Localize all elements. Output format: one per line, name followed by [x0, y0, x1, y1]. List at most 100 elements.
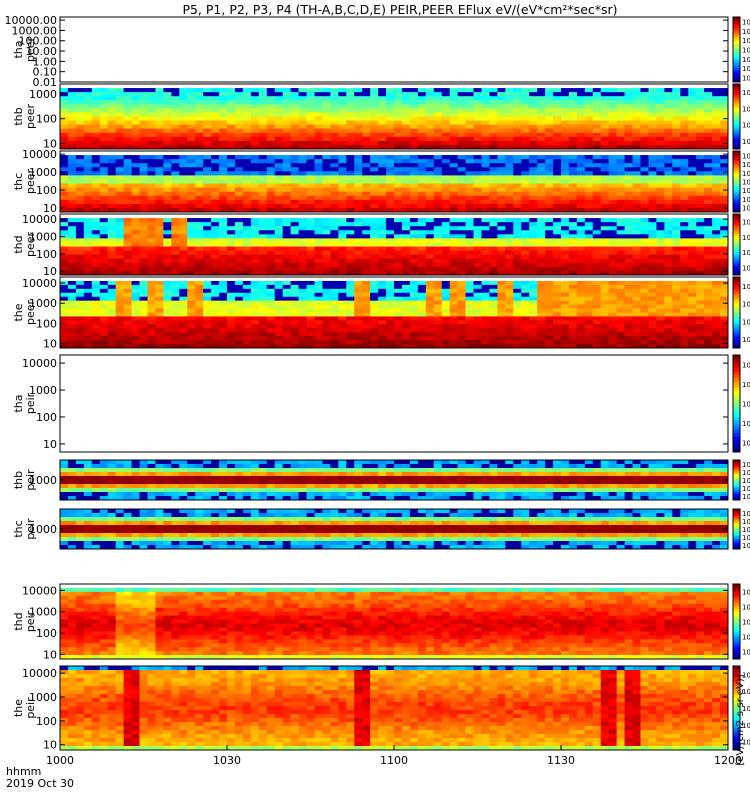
heatmap-cell	[529, 104, 538, 109]
heatmap-cell	[561, 140, 570, 146]
heatmap-cell	[187, 324, 196, 329]
heatmap-cell	[616, 222, 626, 227]
heatmap-cell	[203, 120, 212, 126]
heatmap-cell	[83, 203, 93, 209]
heatmap-cell	[147, 187, 156, 193]
heatmap-cell	[473, 296, 482, 302]
heatmap-cell	[600, 132, 610, 138]
heatmap-cell	[163, 230, 172, 235]
heatmap-cell	[91, 312, 101, 317]
heatmap-cell	[91, 203, 101, 209]
heatmap-cell	[211, 304, 220, 309]
heatmap-cell	[258, 195, 268, 201]
heatmap-cell	[330, 258, 339, 264]
heatmap-cell	[632, 195, 641, 201]
heatmap-cell	[545, 88, 554, 93]
heatmap-cell	[600, 124, 610, 130]
heatmap-cell	[648, 266, 657, 272]
heatmap-cell	[290, 104, 299, 109]
heatmap-cell	[537, 250, 546, 256]
heatmap-cell	[195, 222, 204, 227]
heatmap-cell	[354, 258, 363, 264]
heatmap-cell	[131, 262, 140, 268]
heatmap-cell	[139, 324, 148, 329]
heatmap-cell	[712, 222, 721, 227]
heatmap-cell	[394, 112, 403, 117]
heatmap-cell	[417, 159, 427, 164]
heatmap-cell	[219, 270, 228, 276]
heatmap-cell	[561, 324, 570, 329]
heatmap-cell	[561, 88, 570, 93]
heatmap-cell	[211, 96, 220, 101]
heatmap-cell	[417, 195, 427, 201]
heatmap-cell	[712, 246, 721, 251]
heatmap-cell	[123, 254, 132, 260]
heatmap-cell	[425, 195, 435, 201]
heatmap-cell	[187, 167, 196, 172]
heatmap-cell	[171, 242, 180, 247]
heatmap-cell	[441, 296, 451, 302]
heatmap-cell	[195, 262, 204, 268]
heatmap-cell	[378, 128, 387, 134]
heatmap-cell	[195, 144, 204, 150]
heatmap-cell	[561, 195, 570, 201]
heatmap-cell	[147, 92, 156, 97]
heatmap-cell	[115, 238, 125, 243]
heatmap-cell	[529, 195, 538, 201]
heatmap-cell	[401, 254, 411, 260]
heatmap-cell	[123, 104, 132, 109]
heatmap-cell	[672, 128, 681, 134]
heatmap-cell	[624, 258, 633, 264]
heatmap-cell	[465, 120, 474, 126]
heatmap-cell	[266, 163, 276, 168]
heatmap-cell	[83, 128, 93, 134]
heatmap-cell	[409, 100, 419, 105]
heatmap-cell	[489, 144, 498, 150]
heatmap-cell	[115, 304, 125, 309]
heatmap-cell	[338, 159, 347, 164]
heatmap-cell	[529, 254, 538, 260]
heatmap-cell	[131, 207, 140, 213]
heatmap-cell	[680, 284, 689, 290]
heatmap-cell	[330, 179, 339, 184]
heatmap-cell	[409, 308, 419, 313]
heatmap-cell	[441, 312, 451, 317]
heatmap-cell	[203, 108, 212, 113]
heatmap-cell	[211, 124, 220, 130]
heatmap-cell	[473, 128, 482, 134]
heatmap-cell	[250, 288, 260, 294]
heatmap-cell	[608, 250, 618, 256]
heatmap-cell	[322, 308, 331, 313]
heatmap-cell	[545, 250, 554, 256]
colorbar-tick-label: 10⁸	[742, 152, 750, 160]
heatmap-cell	[529, 312, 538, 317]
heatmap-cell	[441, 128, 451, 134]
heatmap-cell	[481, 324, 490, 329]
heatmap-cell	[632, 242, 641, 247]
heatmap-cell	[505, 96, 514, 101]
heatmap-cell	[529, 199, 538, 205]
heatmap-cell	[624, 108, 633, 113]
heatmap-cell	[394, 280, 403, 286]
heatmap-cell	[505, 124, 514, 130]
heatmap-cell	[338, 320, 347, 325]
heatmap-cell	[274, 195, 284, 201]
heatmap-cell	[513, 183, 522, 188]
heatmap-cell	[322, 159, 331, 164]
heatmap-cell	[584, 242, 594, 247]
heatmap-cell	[592, 108, 602, 113]
heatmap-cell	[632, 163, 641, 168]
heatmap-cell	[60, 183, 69, 188]
heatmap-cell	[227, 179, 236, 184]
heatmap-cell	[505, 300, 514, 306]
heatmap-cell	[123, 155, 132, 160]
figure-title: P5, P1, P2, P3, P4 (TH-A,B,C,D,E) PEIR,P…	[182, 2, 617, 17]
heatmap-cell	[704, 328, 713, 333]
heatmap-cell	[147, 230, 156, 235]
heatmap-cell	[568, 199, 578, 205]
heatmap-cell	[513, 328, 522, 333]
heatmap-cell	[131, 270, 140, 276]
colorbar-step	[733, 177, 740, 180]
heatmap-cell	[457, 159, 466, 164]
heatmap-cell	[696, 179, 705, 184]
